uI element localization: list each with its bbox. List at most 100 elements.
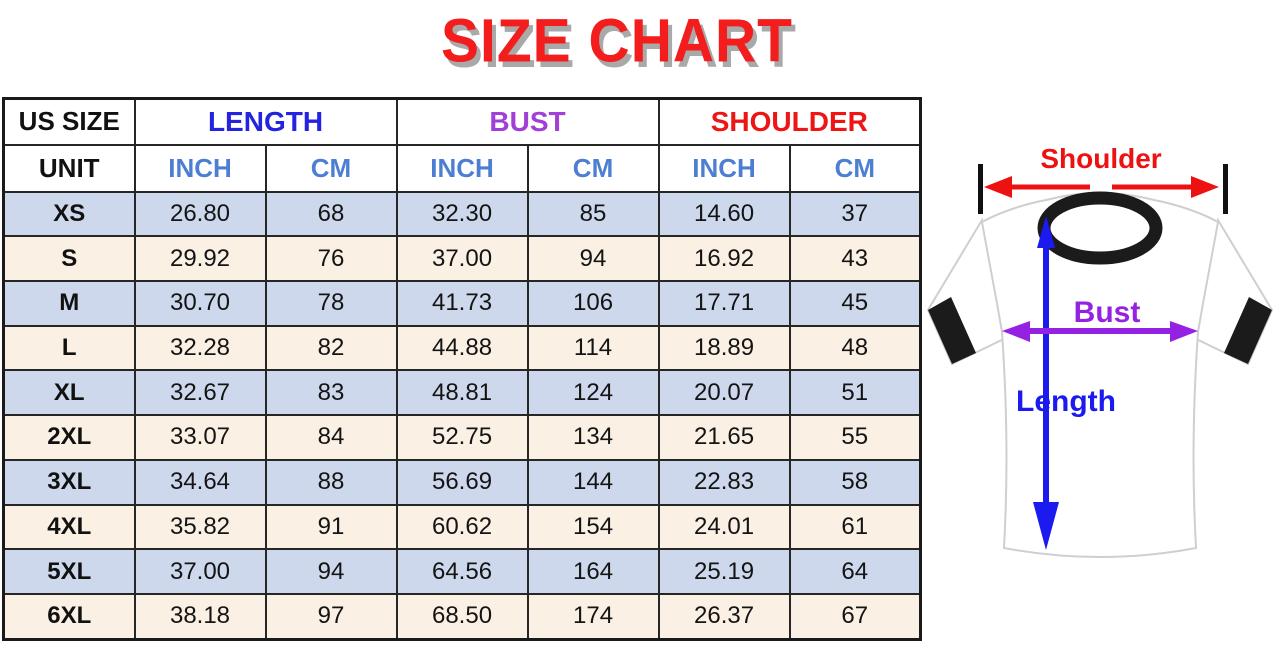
size-cell: 4XL [2, 503, 136, 551]
length-arrow-bottom-head [1033, 502, 1059, 550]
table-row-m: M 30.70 78 41.73 106 17.71 45 [2, 279, 922, 327]
table-row-4xl: 4XL 35.82 91 60.62 154 24.01 61 [2, 503, 922, 551]
table-row-xs: XS 26.80 68 32.30 85 14.60 37 [2, 190, 922, 238]
value-cell: 52.75 [395, 414, 529, 461]
value-cell: 83 [264, 369, 398, 417]
size-cell: 3XL [2, 458, 136, 506]
value-cell: 106 [526, 279, 660, 327]
value-cell: 26.80 [133, 190, 267, 238]
value-cell: 154 [526, 503, 660, 551]
value-cell: 60.62 [395, 503, 529, 551]
size-chart-table: US SIZE LENGTH BUST SHOULDER UNIT INCH C… [2, 97, 923, 641]
unit-header-shoulder-inch: INCH [657, 143, 791, 193]
value-cell: 134 [526, 414, 660, 461]
value-cell: 64.56 [395, 548, 529, 595]
value-cell: 37.00 [395, 235, 529, 282]
value-cell: 33.07 [133, 414, 267, 461]
bust-measure [1002, 321, 1198, 342]
size-cell: 5XL [2, 548, 136, 595]
size-cell: 2XL [2, 414, 136, 461]
value-cell: 91 [264, 503, 398, 551]
value-cell: 48 [788, 324, 922, 372]
table-row-s: S 29.92 76 37.00 94 16.92 43 [2, 235, 922, 282]
value-cell: 76 [264, 235, 398, 282]
value-cell: 30.70 [133, 279, 267, 327]
value-cell: 64 [788, 548, 922, 595]
left-cuff [928, 297, 976, 364]
size-cell: L [2, 324, 136, 372]
table-row-2xl: 2XL 33.07 84 52.75 134 21.65 55 [2, 414, 922, 461]
page-title: SIZE CHART [441, 7, 793, 76]
unit-header-length-cm: CM [264, 143, 398, 193]
value-cell: 17.71 [657, 279, 791, 327]
group-header-length: LENGTH [133, 97, 398, 146]
value-cell: 34.64 [133, 458, 267, 506]
table-row-3xl: 3XL 34.64 88 56.69 144 22.83 58 [2, 458, 922, 506]
value-cell: 44.88 [395, 324, 529, 372]
shoulder-arrow-left-head [984, 176, 1012, 198]
value-cell: 56.69 [395, 458, 529, 506]
size-cell: S [2, 235, 136, 282]
value-cell: 37.00 [133, 548, 267, 595]
size-cell: 6XL [2, 592, 136, 641]
value-cell: 18.89 [657, 324, 791, 372]
value-cell: 88 [264, 458, 398, 506]
group-header-row: US SIZE LENGTH BUST SHOULDER [2, 97, 922, 146]
group-header-bust: BUST [395, 97, 660, 146]
unit-label: UNIT [2, 143, 136, 193]
tshirt-measurement-diagram: Shoulder Bust Length [920, 134, 1280, 644]
unit-header-length-inch: INCH [133, 143, 267, 193]
value-cell: 68.50 [395, 592, 529, 641]
table-row-6xl: 6XL 38.18 97 68.50 174 26.37 67 [2, 592, 922, 641]
size-cell: M [2, 279, 136, 327]
length-measure [1033, 216, 1059, 550]
value-cell: 51 [788, 369, 922, 417]
right-cuff [1224, 297, 1272, 364]
value-cell: 55 [788, 414, 922, 461]
value-cell: 45 [788, 279, 922, 327]
value-cell: 35.82 [133, 503, 267, 551]
length-arrow-top-head [1037, 216, 1055, 248]
unit-header-row: UNIT INCH CM INCH CM INCH CM [2, 143, 922, 193]
shoulder-arrow-right-head [1191, 176, 1219, 198]
value-cell: 21.65 [657, 414, 791, 461]
value-cell: 164 [526, 548, 660, 595]
shoulder-label: Shoulder [1040, 143, 1161, 174]
value-cell: 68 [264, 190, 398, 238]
table-row-l: L 32.28 82 44.88 114 18.89 48 [2, 324, 922, 372]
value-cell: 85 [526, 190, 660, 238]
value-cell: 48.81 [395, 369, 529, 417]
value-cell: 174 [526, 592, 660, 641]
value-cell: 94 [526, 235, 660, 282]
value-cell: 29.92 [133, 235, 267, 282]
group-header-shoulder: SHOULDER [657, 97, 922, 146]
value-cell: 14.60 [657, 190, 791, 238]
unit-header-bust-cm: CM [526, 143, 660, 193]
value-cell: 32.67 [133, 369, 267, 417]
value-cell: 38.18 [133, 592, 267, 641]
value-cell: 24.01 [657, 503, 791, 551]
tshirt-collar [1037, 191, 1163, 265]
value-cell: 41.73 [395, 279, 529, 327]
value-cell: 22.83 [657, 458, 791, 506]
bust-arrow-left-head [1002, 321, 1030, 342]
size-cell: XS [2, 190, 136, 238]
value-cell: 58 [788, 458, 922, 506]
tshirt-illustration: Shoulder Bust Length [926, 143, 1274, 558]
unit-header-shoulder-cm: CM [788, 143, 922, 193]
value-cell: 94 [264, 548, 398, 595]
table-row-xl: XL 32.67 83 48.81 124 20.07 51 [2, 369, 922, 417]
value-cell: 37 [788, 190, 922, 238]
bust-label: Bust [1074, 296, 1141, 329]
size-cell: XL [2, 369, 136, 417]
shoulder-measure [978, 164, 1228, 214]
value-cell: 26.37 [657, 592, 791, 641]
corner-header-us-size: US SIZE [2, 97, 136, 146]
value-cell: 144 [526, 458, 660, 506]
value-cell: 43 [788, 235, 922, 282]
value-cell: 25.19 [657, 548, 791, 595]
value-cell: 84 [264, 414, 398, 461]
table-row-5xl: 5XL 37.00 94 64.56 164 25.19 64 [2, 548, 922, 595]
unit-header-bust-inch: INCH [395, 143, 529, 193]
bust-arrow-right-head [1170, 321, 1198, 342]
